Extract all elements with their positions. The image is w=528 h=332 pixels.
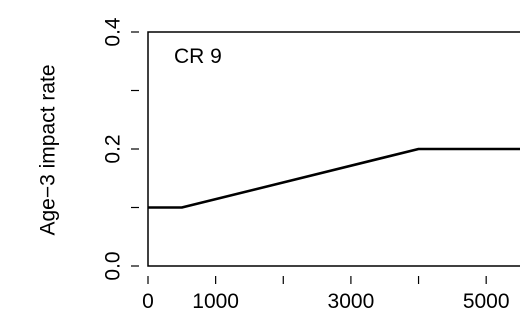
y-tick-label: 0.2 [102,134,125,163]
panel-label: CR 9 [174,45,222,68]
plot-frame [147,31,520,267]
plot-border [147,31,520,267]
y-axis: 0.0 0.2 0.4 [102,17,139,281]
series-line [148,147,520,209]
x-axis: 0 1000 3000 5000 [142,276,510,313]
series-layer [148,147,520,209]
x-tick-label: 5000 [463,290,510,313]
y-tick-label: 0.0 [102,251,125,280]
x-tick-label: 3000 [328,290,375,313]
y-tick-label: 0.4 [102,17,125,47]
y-axis-title: Age−3 impact rate [37,64,60,235]
x-tick-label: 0 [142,290,154,313]
x-tick-label: 1000 [192,290,239,313]
